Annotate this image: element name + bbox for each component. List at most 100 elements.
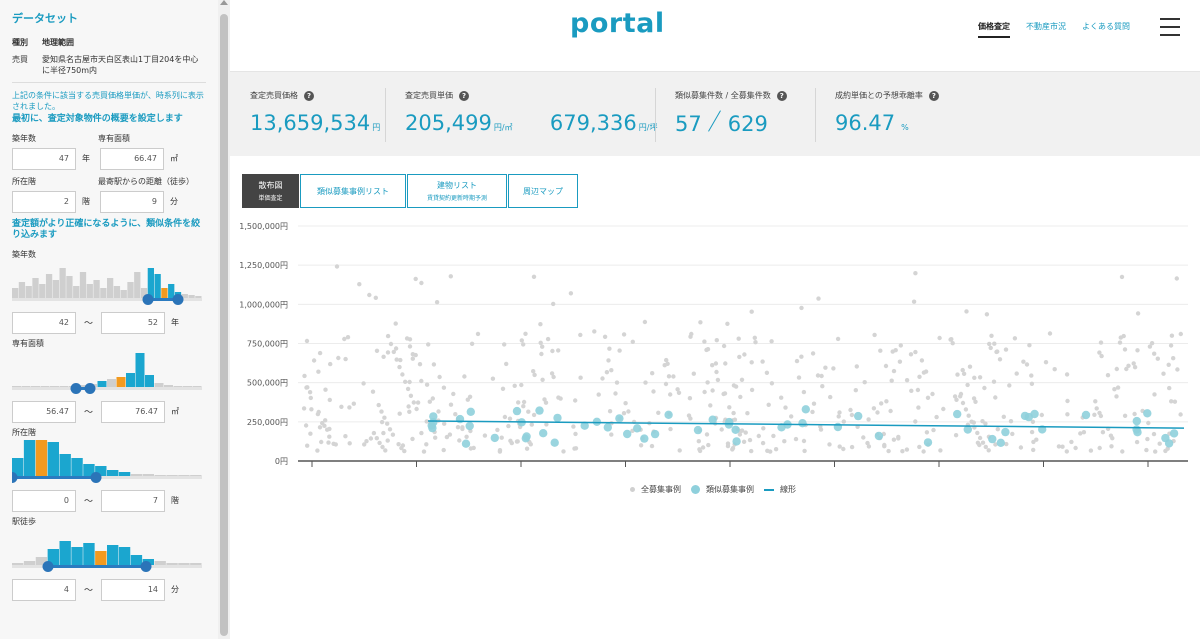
all-listing-point [1153,449,1158,454]
slash-separator [708,111,722,133]
area-histogram[interactable] [12,351,202,395]
histogram-bar [66,275,73,298]
all-listing-point [519,382,524,388]
tab-building-list-sub: 賃貸契約更新時期予測 [426,195,487,202]
legend-linear[interactable]: 線形 [764,484,796,495]
all-listing-point [745,411,750,416]
age-min-input[interactable]: 42 [12,311,76,334]
legend-all[interactable]: 全募集事例 [630,484,681,495]
all-listing-point [531,274,537,279]
floor-max-input[interactable]: 7 [101,489,166,512]
help-icon[interactable]: ? [776,90,787,101]
all-listing-point [1114,394,1119,399]
legend-linear-line [764,488,774,491]
all-listing-point [737,354,742,360]
all-listing-point [934,414,939,420]
all-listing-point [986,448,991,453]
all-listing-point [977,442,982,448]
all-listing-point [515,439,520,444]
all-listing-point [1169,399,1174,404]
all-listing-point [504,361,509,367]
nav-market-conditions[interactable]: 不動産市況 [1026,22,1066,31]
all-listing-point [1078,431,1083,436]
histogram-bar [12,457,24,476]
area-input[interactable]: 66.47 [100,147,164,170]
all-listing-point [381,354,386,359]
hamburger-menu-icon[interactable] [1160,18,1180,36]
area-min-input[interactable]: 56.47 [12,400,76,423]
tab-building-list[interactable]: 建物リスト 賃貸契約更新時期予測 [407,174,507,208]
histogram-bar [59,540,71,565]
tab-scatter[interactable]: 散布図 単価査定 [242,174,299,208]
price-value: 13,659,534 [250,111,371,135]
age-unit: 年 [82,154,90,164]
all-listing-point [656,410,661,415]
scroll-up-arrow-icon[interactable] [220,0,228,5]
help-icon[interactable]: ? [459,90,469,101]
floor-histogram[interactable] [12,439,202,484]
all-listing-point [561,449,566,454]
floor-input[interactable]: 2 [12,190,76,213]
all-listing-point [490,376,496,381]
all-listing-point [379,409,384,414]
walk-max-input[interactable]: 14 [101,578,166,601]
all-listing-point [818,424,823,429]
all-listing-point [1031,447,1036,453]
age-max-input[interactable]: 52 [101,311,166,334]
all-listing-point [396,442,401,447]
all-listing-point [941,406,946,412]
sidebar-scrollbar[interactable] [218,0,230,639]
all-listing-point [802,448,807,454]
all-listing-point [886,448,891,454]
all-listing-point [810,351,816,356]
all-listing-point [997,357,1003,362]
all-listing-point [351,401,356,406]
portal-logo[interactable]: portal [570,8,665,39]
all-listing-point [1135,311,1141,316]
legend-similar[interactable]: 類似募集事例 [691,484,754,495]
all-listing-point [621,332,627,337]
tab-map[interactable]: 周辺マップ [508,174,578,208]
tab-similar-list[interactable]: 類似募集事例リスト [300,174,406,208]
age-range-unit: 年 [171,318,180,328]
all-listing-point [1088,448,1094,453]
all-listing-point [756,433,761,439]
floor-min-input[interactable]: 0 [12,489,76,512]
all-listing-point [837,410,842,415]
all-listing-point [1132,365,1138,370]
tab-similar-list-label: 類似募集事例リスト [317,186,389,196]
help-icon[interactable]: ? [928,90,939,101]
tab-building-list-label: 建物リスト [437,181,477,190]
divider [12,82,206,84]
walk-histogram[interactable] [12,529,202,573]
scrollbar-thumb[interactable] [220,14,228,636]
age-input[interactable]: 47 [12,147,76,170]
all-listing-point [993,442,998,447]
all-listing-point [630,339,635,344]
walk-input[interactable]: 9 [100,190,164,213]
all-listing-point [1029,429,1035,435]
all-listing-point [705,380,710,385]
histogram-bar [188,294,195,298]
walk-min-input[interactable]: 4 [12,578,76,601]
slider-handle [42,560,54,572]
dataset-title: データセット [12,12,78,25]
all-listing-point [708,403,713,408]
area-max-input[interactable]: 76.47 [101,400,166,423]
similar-listing-point [461,439,471,448]
histogram-bar [59,453,71,476]
all-listing-point [948,337,953,342]
slider-range [148,297,178,301]
nav-price-assessment[interactable]: 価格査定 [978,21,1010,38]
all-listing-point [1157,441,1162,446]
age-histogram[interactable] [12,262,202,306]
all-listing-point [664,357,669,363]
help-icon[interactable]: ? [304,90,314,101]
all-listing-point [1029,381,1035,386]
nav-faq[interactable]: よくある質問 [1082,22,1130,31]
slider-handle [70,382,82,394]
price-unit: 円 [372,123,381,132]
all-listing-point [698,320,703,325]
all-listing-point [749,387,755,393]
all-listing-point [989,333,994,338]
